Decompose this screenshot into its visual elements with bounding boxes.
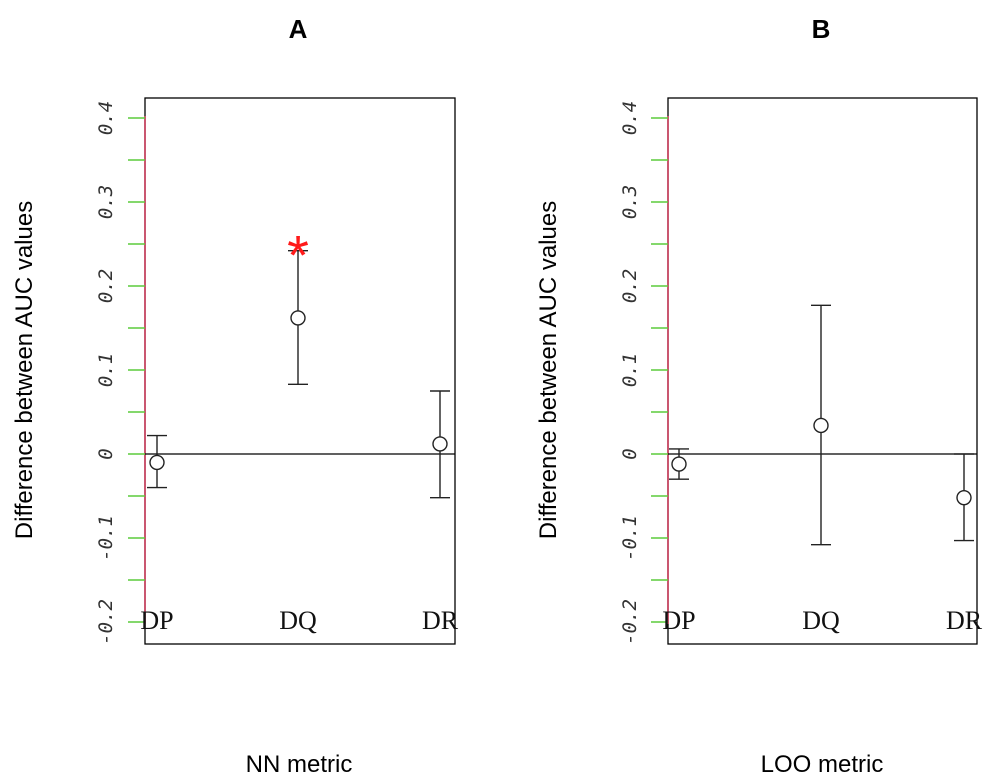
data-point (149, 454, 165, 471)
y-tick-label: 0 (619, 448, 641, 459)
y-tick-label: 0.4 (95, 101, 117, 135)
panel-title: A (289, 14, 308, 44)
data-point (432, 436, 448, 452)
x-axis-label: LOO metric (761, 751, 884, 776)
x-axis-label: NN metric (246, 751, 353, 776)
plot-frame (144, 97, 456, 645)
y-axis-label: Difference between AUC values (11, 201, 38, 539)
category-label: DP (140, 606, 173, 635)
y-tick-label: -0.2 (95, 599, 117, 645)
significance-star: * (287, 224, 309, 287)
category-label: DR (946, 606, 983, 635)
y-tick-label: 0.1 (95, 353, 117, 387)
y-tick-label: -0.1 (619, 515, 641, 561)
y-tick-label: 0.1 (619, 353, 641, 387)
panel-a: A NN metric Difference between AUC value… (11, 14, 459, 776)
y-tick-label: 0.2 (95, 269, 117, 303)
data-point (813, 417, 829, 434)
y-tick-label: 0.4 (619, 101, 641, 135)
panel-title: B (812, 14, 831, 44)
y-tick-label: -0.1 (95, 515, 117, 561)
y-tick-label: 0.2 (619, 269, 641, 303)
category-label: DP (662, 606, 695, 635)
y-tick-label: -0.2 (619, 599, 641, 645)
y-tick-label: 0.3 (95, 185, 117, 219)
y-tick-label: 0.3 (619, 185, 641, 219)
panel-b: B LOO metric Difference between AUC valu… (535, 14, 983, 776)
data-point (671, 456, 687, 472)
category-label: DQ (802, 606, 840, 635)
category-label: DQ (279, 606, 317, 635)
y-axis-label: Difference between AUC values (535, 201, 562, 539)
category-label: DR (422, 606, 459, 635)
data-point (290, 310, 306, 326)
y-tick-label: 0 (95, 448, 117, 459)
data-point (956, 489, 972, 506)
plot-frame (667, 97, 978, 645)
